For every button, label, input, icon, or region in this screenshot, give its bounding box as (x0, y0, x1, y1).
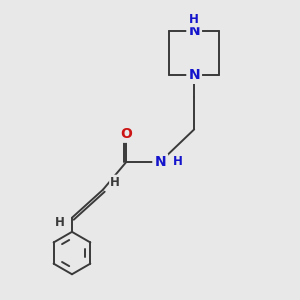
Text: H: H (189, 13, 199, 26)
Text: N: N (154, 155, 166, 169)
Text: H: H (110, 176, 120, 189)
Text: N: N (188, 68, 200, 82)
Text: H: H (173, 155, 182, 168)
Text: N: N (188, 24, 200, 38)
Text: H: H (55, 216, 64, 229)
Text: O: O (121, 127, 132, 141)
